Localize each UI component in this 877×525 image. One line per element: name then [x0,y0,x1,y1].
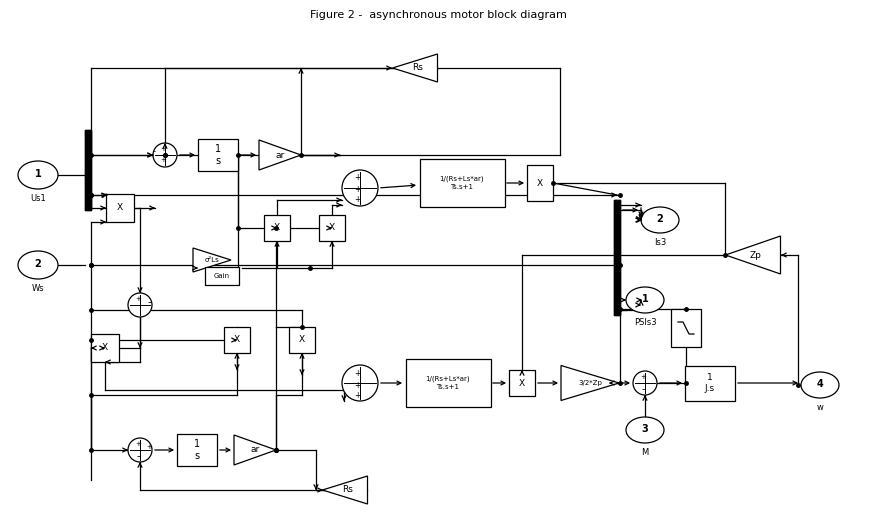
Ellipse shape [18,161,58,189]
Ellipse shape [626,417,664,443]
Circle shape [128,293,152,317]
Ellipse shape [626,287,664,313]
Text: w: w [816,403,824,412]
Text: 1
s: 1 s [215,144,221,166]
Bar [685,365,735,401]
Text: Is3: Is3 [654,238,667,247]
Text: PSIs3: PSIs3 [634,318,656,327]
Text: +: + [353,381,360,390]
Polygon shape [234,435,276,465]
Circle shape [633,371,657,395]
Bar [205,267,239,285]
Text: +: + [353,195,360,205]
Text: Rs: Rs [343,486,353,495]
Text: +: + [160,146,166,152]
Text: X: X [274,224,280,233]
Ellipse shape [18,251,58,279]
Text: Figure 2 -  asynchronous motor block diagram: Figure 2 - asynchronous motor block diag… [310,10,567,20]
Text: +: + [135,296,141,302]
Text: +: + [353,173,360,183]
Text: -: - [136,451,139,461]
Bar [419,159,504,207]
Polygon shape [323,476,367,504]
Bar [91,334,119,362]
Text: 1/(Rs+Ls*ar)
Ts.s+1: 1/(Rs+Ls*ar) Ts.s+1 [425,376,470,390]
Bar [671,309,701,347]
Text: 1/(Rs+Ls*ar)
Ts.s+1: 1/(Rs+Ls*ar) Ts.s+1 [439,176,484,190]
Text: ar: ar [250,446,260,455]
Text: +: + [146,444,152,450]
Text: X: X [117,204,123,213]
Bar [405,359,490,407]
Text: X: X [102,343,108,352]
Polygon shape [561,365,619,401]
Text: Us1: Us1 [30,194,46,203]
Circle shape [342,170,378,206]
Text: 1
s: 1 s [194,439,200,461]
Ellipse shape [641,207,679,233]
Text: 4: 4 [816,379,824,389]
Text: +: + [353,185,360,194]
Circle shape [342,365,378,401]
Bar [509,370,535,396]
Polygon shape [193,248,231,272]
Text: Gain: Gain [214,273,230,279]
Text: 2: 2 [34,259,41,269]
Text: -: - [147,297,151,307]
Circle shape [153,143,177,167]
Polygon shape [725,236,781,274]
Text: +: + [353,369,360,377]
Polygon shape [259,140,301,170]
Text: Ws: Ws [32,284,45,293]
Bar [106,194,134,222]
Text: +: + [135,441,141,447]
Bar [264,215,290,241]
Bar [319,215,345,241]
Text: Zp: Zp [750,250,762,259]
Text: +: + [353,391,360,400]
Text: σ²Ls: σ²Ls [204,257,219,263]
Bar [198,139,238,171]
Text: M: M [641,448,649,457]
Text: 1: 1 [34,169,41,179]
Text: X: X [234,335,240,344]
Text: X: X [519,379,525,387]
Text: X: X [329,224,335,233]
Text: 3/2*Zp: 3/2*Zp [578,380,602,386]
Text: 1
J.s: 1 J.s [705,373,715,393]
Text: X: X [299,335,305,344]
Text: ar: ar [275,151,285,160]
Text: +: + [640,374,646,380]
Bar [527,165,553,201]
Text: X: X [537,178,543,187]
Text: 2: 2 [657,214,663,224]
Bar [224,327,250,353]
Bar [289,327,315,353]
Text: Rs: Rs [412,64,424,72]
Text: -: - [641,384,645,394]
Text: 3: 3 [642,424,648,434]
Text: 1: 1 [642,294,648,304]
Text: +: + [160,157,166,163]
Text: -: - [153,148,155,156]
Circle shape [128,438,152,462]
Ellipse shape [801,372,839,398]
Polygon shape [393,54,438,82]
Bar [177,434,217,466]
